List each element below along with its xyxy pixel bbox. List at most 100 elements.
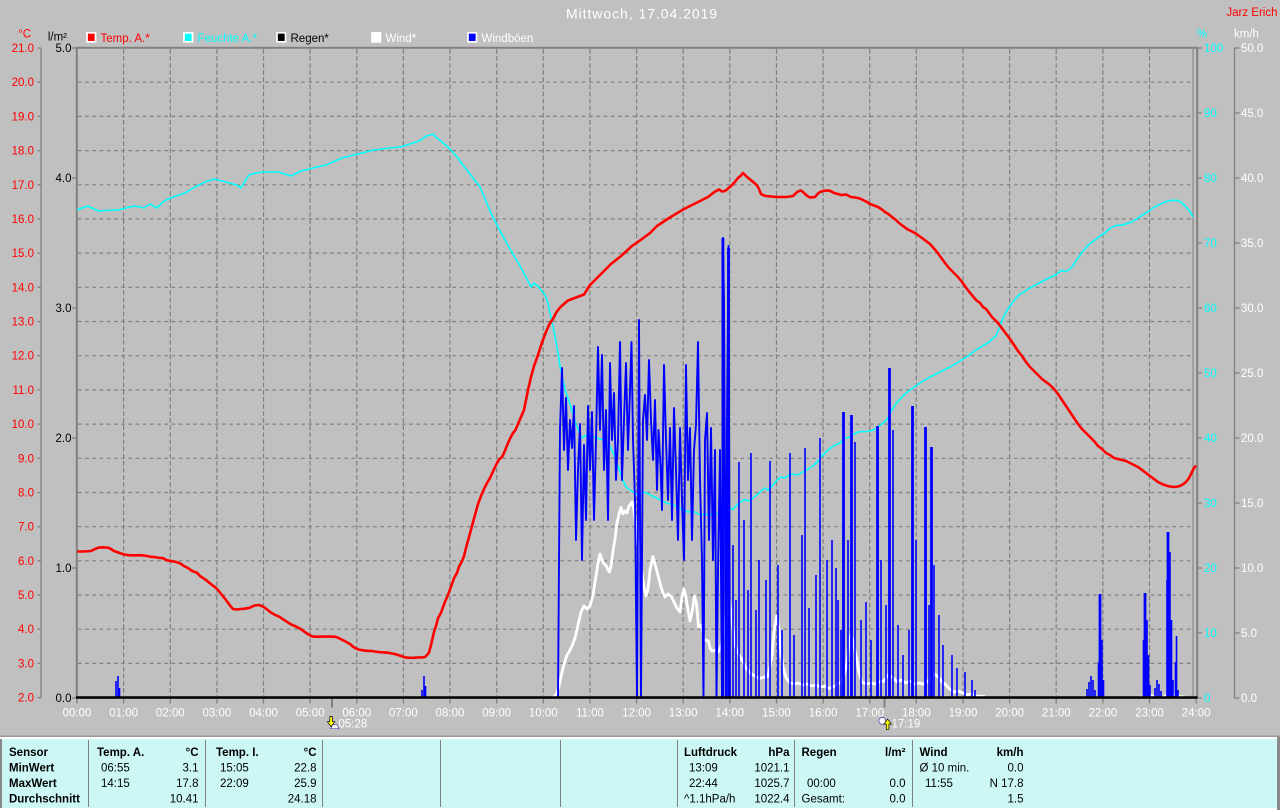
svg-text:06:55: 06:55 (101, 763, 130, 775)
svg-text:°C: °C (186, 747, 199, 759)
svg-text:20.0: 20.0 (12, 77, 34, 89)
svg-text:14.0: 14.0 (12, 282, 34, 294)
svg-text:Luftdruck: Luftdruck (684, 747, 738, 759)
svg-text:Temp. A.*: Temp. A.* (101, 33, 151, 45)
svg-text:Wind*: Wind* (386, 33, 417, 45)
svg-text:22:00: 22:00 (1088, 708, 1117, 720)
svg-text:10: 10 (1204, 628, 1217, 640)
svg-text:00:00: 00:00 (63, 708, 92, 720)
svg-text:0: 0 (1204, 693, 1210, 705)
svg-text:19:00: 19:00 (949, 708, 978, 720)
svg-text:8.0: 8.0 (18, 487, 34, 499)
svg-text:23:00: 23:00 (1135, 708, 1164, 720)
svg-text:Temp. I.: Temp. I. (216, 747, 259, 759)
svg-text:Durchschnitt: Durchschnitt (9, 794, 80, 806)
svg-text:17.8: 17.8 (176, 778, 198, 790)
svg-text:Regen: Regen (802, 747, 837, 759)
svg-text:25.9: 25.9 (294, 778, 316, 790)
svg-text:9.0: 9.0 (18, 453, 34, 465)
svg-text:17.0: 17.0 (12, 180, 34, 192)
svg-text:40: 40 (1204, 433, 1217, 445)
svg-text:Mittwoch, 17.04.2019: Mittwoch, 17.04.2019 (566, 6, 718, 22)
svg-text:12.0: 12.0 (12, 351, 34, 363)
svg-text:7.0: 7.0 (18, 522, 34, 534)
svg-text:14:15: 14:15 (101, 778, 130, 790)
svg-text:03:00: 03:00 (202, 708, 231, 720)
svg-text:km/h: km/h (997, 747, 1024, 759)
svg-text:1022.4: 1022.4 (754, 794, 790, 806)
svg-text:5.0: 5.0 (18, 590, 34, 602)
svg-text:08:00: 08:00 (436, 708, 465, 720)
svg-text:15.0: 15.0 (1241, 498, 1263, 510)
svg-text:07:00: 07:00 (389, 708, 418, 720)
svg-text:30: 30 (1204, 498, 1217, 510)
svg-text:22:09: 22:09 (220, 778, 249, 790)
svg-text:18:00: 18:00 (902, 708, 931, 720)
svg-text:1025.7: 1025.7 (754, 778, 789, 790)
svg-text:°C: °C (304, 747, 317, 759)
svg-text:5.0: 5.0 (1241, 628, 1257, 640)
svg-text:Jarz Erich: Jarz Erich (1226, 7, 1277, 19)
svg-text:Regen*: Regen* (291, 33, 330, 45)
svg-text:11.0: 11.0 (12, 385, 34, 397)
svg-text:13:00: 13:00 (669, 708, 698, 720)
svg-text:22:44: 22:44 (689, 778, 718, 790)
svg-text:01:00: 01:00 (109, 708, 138, 720)
svg-text:40.0: 40.0 (1241, 173, 1263, 185)
svg-text:17:00: 17:00 (855, 708, 884, 720)
svg-text:%: % (1197, 29, 1207, 41)
svg-text:15.0: 15.0 (12, 248, 34, 260)
svg-text:70: 70 (1204, 238, 1217, 250)
svg-text:Gesamt:: Gesamt: (802, 794, 845, 806)
svg-text:2.0: 2.0 (18, 693, 34, 705)
svg-text:N 17.8: N 17.8 (990, 778, 1024, 790)
svg-text:16:00: 16:00 (809, 708, 838, 720)
svg-text:Temp. A.: Temp. A. (97, 747, 144, 759)
svg-text:5.0: 5.0 (56, 43, 72, 55)
svg-text:24.18: 24.18 (288, 794, 317, 806)
svg-text:l/m²: l/m² (48, 32, 67, 44)
svg-text:45.0: 45.0 (1241, 108, 1263, 120)
svg-text:2.0: 2.0 (56, 433, 72, 445)
svg-text:04:00: 04:00 (249, 708, 278, 720)
svg-text:06:00: 06:00 (342, 708, 371, 720)
svg-text:20.0: 20.0 (1241, 433, 1263, 445)
svg-text:22.8: 22.8 (294, 763, 316, 775)
svg-text:13.0: 13.0 (12, 317, 34, 329)
svg-text:0.0: 0.0 (890, 794, 906, 806)
svg-text:80: 80 (1204, 173, 1217, 185)
svg-text:09:00: 09:00 (482, 708, 511, 720)
svg-text:24:00: 24:00 (1182, 708, 1211, 720)
svg-text:°C: °C (18, 28, 31, 40)
svg-text:11:55: 11:55 (925, 778, 953, 790)
svg-text:05:28: 05:28 (339, 719, 368, 731)
svg-text:19.0: 19.0 (12, 111, 34, 123)
svg-text:10:00: 10:00 (529, 708, 558, 720)
svg-text:MaxWert: MaxWert (9, 778, 57, 790)
svg-text:50.0: 50.0 (1241, 43, 1263, 55)
svg-text:Feuchte A.*: Feuchte A.* (198, 33, 258, 45)
svg-text:4.0: 4.0 (56, 173, 72, 185)
svg-text:4.0: 4.0 (18, 624, 34, 636)
svg-text:Ø 10 min.: Ø 10 min. (920, 763, 970, 775)
svg-text:90: 90 (1204, 108, 1217, 120)
svg-text:hPa: hPa (768, 747, 790, 759)
svg-text:25.0: 25.0 (1241, 368, 1263, 380)
svg-text:1.5: 1.5 (1008, 794, 1024, 806)
svg-text:18.0: 18.0 (12, 146, 34, 158)
svg-text:l/m²: l/m² (885, 747, 906, 759)
svg-text:100: 100 (1204, 43, 1223, 55)
svg-text:0.0: 0.0 (1241, 693, 1257, 705)
svg-text:30.0: 30.0 (1241, 303, 1263, 315)
svg-text:02:00: 02:00 (156, 708, 185, 720)
svg-text:Sensor: Sensor (9, 747, 49, 759)
svg-text:0.0: 0.0 (890, 778, 906, 790)
svg-text:20: 20 (1204, 563, 1217, 575)
svg-text:60: 60 (1204, 303, 1217, 315)
svg-text:^1.1hPa/h: ^1.1hPa/h (684, 794, 735, 806)
svg-text:20:00: 20:00 (995, 708, 1024, 720)
svg-text:3.1: 3.1 (183, 763, 199, 775)
svg-text:10.0: 10.0 (1241, 563, 1263, 575)
svg-text:12:00: 12:00 (622, 708, 651, 720)
svg-text:21.0: 21.0 (12, 43, 34, 55)
